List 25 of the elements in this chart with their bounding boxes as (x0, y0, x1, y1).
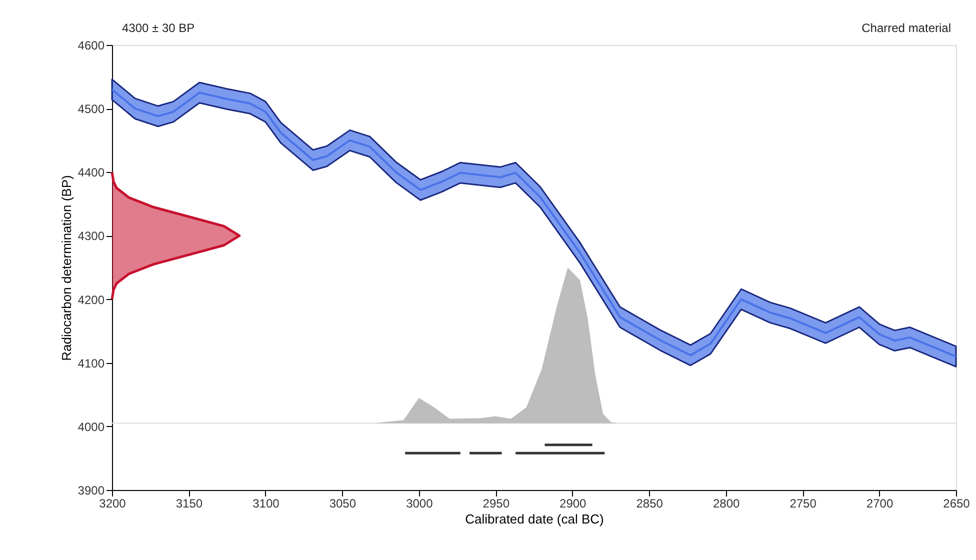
x-tick-label: 3050 (329, 496, 356, 510)
x-tick-label: 3150 (176, 496, 203, 510)
x-tick-label: 3000 (406, 496, 434, 510)
x-tick-label: 2800 (712, 496, 740, 510)
x-tick-label: 2850 (636, 496, 664, 510)
y-tick-label: 4500 (78, 102, 105, 116)
x-tick-label: 2900 (560, 496, 587, 510)
text: 4300 ± 30 BP (122, 21, 195, 35)
text: Charred material (862, 21, 951, 35)
line-series (110, 170, 241, 301)
x-axis-title: Calibrated date (cal BC) (465, 512, 604, 526)
x-tick-label: 2650 (943, 496, 970, 510)
x-tick-label: 2950 (482, 496, 510, 510)
y-tick-label: 3900 (78, 484, 105, 498)
y-axis-title: Radiocarbon determination (BP) (58, 175, 74, 361)
y-tick-label: 4200 (78, 292, 105, 307)
y-tick-label: 4400 (78, 166, 105, 180)
x-tick-label: 3200 (99, 496, 126, 510)
y-tick-label: 4000 (78, 420, 105, 434)
y-tick-label: 4600 (78, 38, 105, 52)
x-tick-label: 2700 (866, 496, 894, 510)
y-tick-label: 4100 (78, 356, 105, 370)
x-tick-label: 2750 (790, 496, 817, 510)
x-tick-label: 3100 (252, 496, 280, 510)
y-tick-label: 4300 (78, 229, 105, 244)
